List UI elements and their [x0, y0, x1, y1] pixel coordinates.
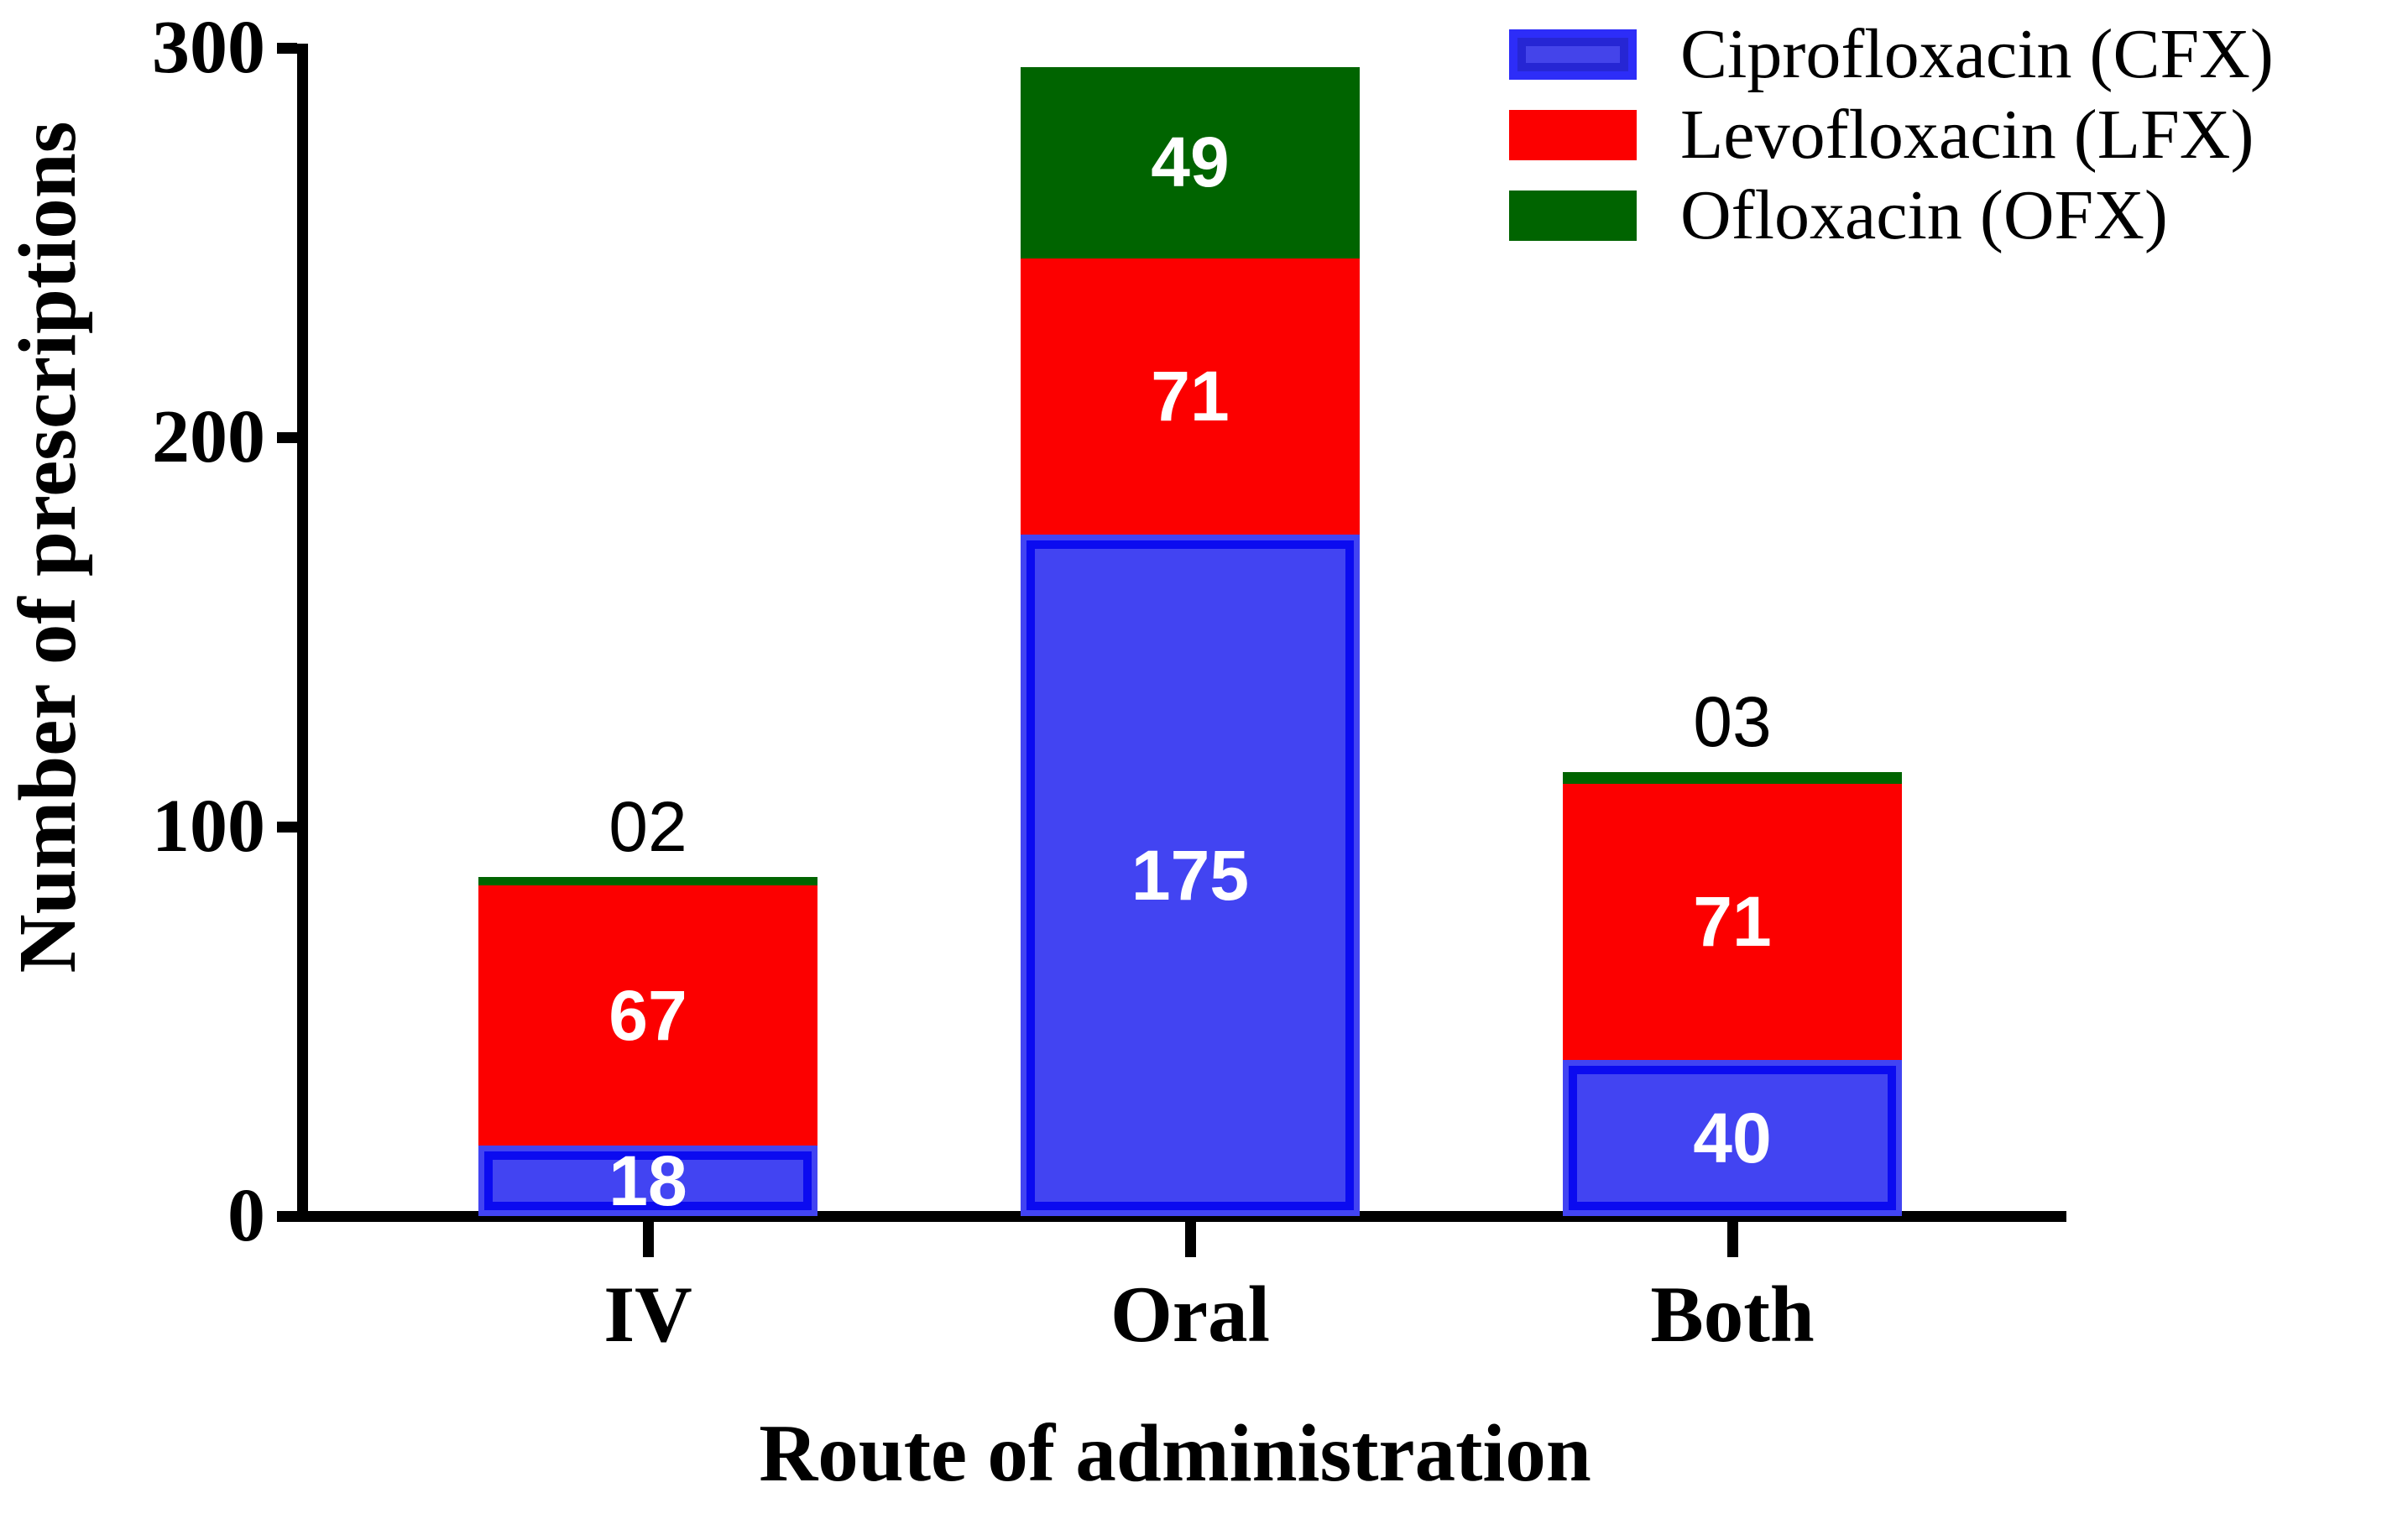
legend-label-1: Levofloxacin (LFX) [1680, 96, 2254, 174]
bar-segment-ofloxacin-iv [478, 877, 817, 885]
bar-value-label: 49 [1151, 123, 1230, 202]
legend-green-swatch [1509, 191, 1637, 241]
y-tick-mark [277, 821, 297, 833]
bar-total-label: 03 [1693, 682, 1772, 762]
bar-segment-levofloxacin-oral [1021, 258, 1360, 535]
x-tick-label-both: Both [1650, 1270, 1815, 1359]
x-axis-title: Route of administration [759, 1408, 1591, 1498]
bar-segment-ciprofloxacin-both [1563, 1060, 1902, 1216]
y-tick-label: 300 [152, 6, 265, 89]
y-tick-label: 200 [152, 395, 265, 478]
y-tick-label: 0 [227, 1174, 265, 1257]
x-tick-mark [1184, 1222, 1196, 1257]
bar-segment-levofloxacin-both [1563, 783, 1902, 1061]
y-tick-label: 100 [152, 785, 265, 868]
bar-value-label: 71 [1151, 356, 1230, 436]
legend-blue-outlined-swatch [1509, 29, 1637, 80]
bar-total-label: 02 [609, 787, 687, 867]
bar-value-label: 67 [609, 975, 687, 1055]
bar-value-label: 18 [609, 1141, 687, 1220]
x-tick-label-oral: Oral [1110, 1270, 1270, 1359]
x-tick-label-iv: IV [603, 1270, 692, 1359]
legend-label-0: Ciprofloxacin (CFX) [1680, 15, 2274, 93]
bar-segment-ofloxacin-both [1563, 772, 1902, 784]
y-tick-mark [277, 431, 297, 443]
bar-value-label: 40 [1693, 1098, 1772, 1177]
y-axis-line [297, 44, 308, 1222]
bar-segment-levofloxacin-iv [478, 885, 817, 1146]
legend-label-2: Ofloxacin (OFX) [1680, 176, 2168, 254]
bar-value-label: 71 [1693, 882, 1772, 962]
bar-segment-ofloxacin-oral [1021, 67, 1360, 258]
legend-red-swatch [1509, 110, 1637, 160]
bar-value-label: 175 [1131, 835, 1250, 915]
bar-segment-ciprofloxacin-oral [1021, 535, 1360, 1216]
x-tick-mark [1726, 1222, 1738, 1257]
x-tick-mark [642, 1222, 654, 1257]
y-axis-title: Number of prescriptions [3, 121, 92, 974]
y-tick-mark [277, 42, 297, 54]
bar-segment-ciprofloxacin-iv [478, 1146, 817, 1216]
